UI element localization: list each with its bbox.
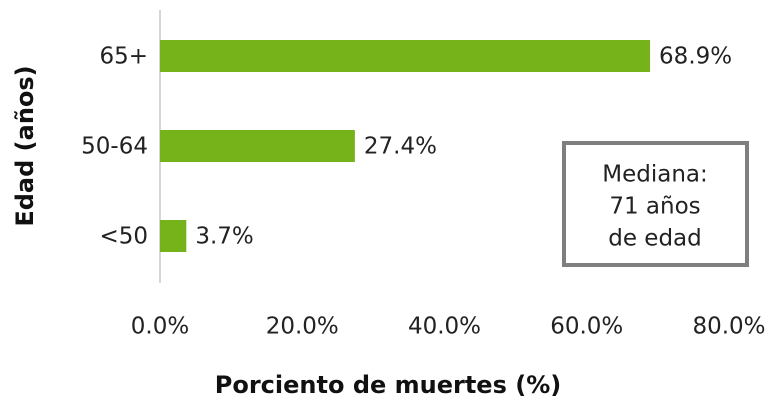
value-label: 68.9% <box>659 44 732 70</box>
bar <box>160 130 355 162</box>
annotation-text: de edad <box>608 226 702 252</box>
bar <box>160 40 651 72</box>
annotation-box <box>562 141 749 267</box>
bar <box>160 220 187 252</box>
annotation-text: 71 años <box>609 194 700 220</box>
value-label: 27.4% <box>364 134 437 160</box>
x-tick-label: 20.0% <box>266 314 339 340</box>
x-axis-title: Porciento de muertes (%) <box>215 371 561 399</box>
y-tick-label: 65+ <box>99 44 148 70</box>
value-label: 3.7% <box>195 224 253 250</box>
y-tick-label: <50 <box>99 224 148 250</box>
annotation-text: Mediana: <box>602 162 708 188</box>
y-axis-title: Edad (años) <box>11 65 39 226</box>
x-tick-label: 0.0% <box>131 314 189 340</box>
x-tick-label: 40.0% <box>408 314 481 340</box>
x-tick-label: 60.0% <box>550 314 623 340</box>
x-tick-label: 80.0% <box>692 314 765 340</box>
y-tick-label: 50-64 <box>81 134 148 160</box>
